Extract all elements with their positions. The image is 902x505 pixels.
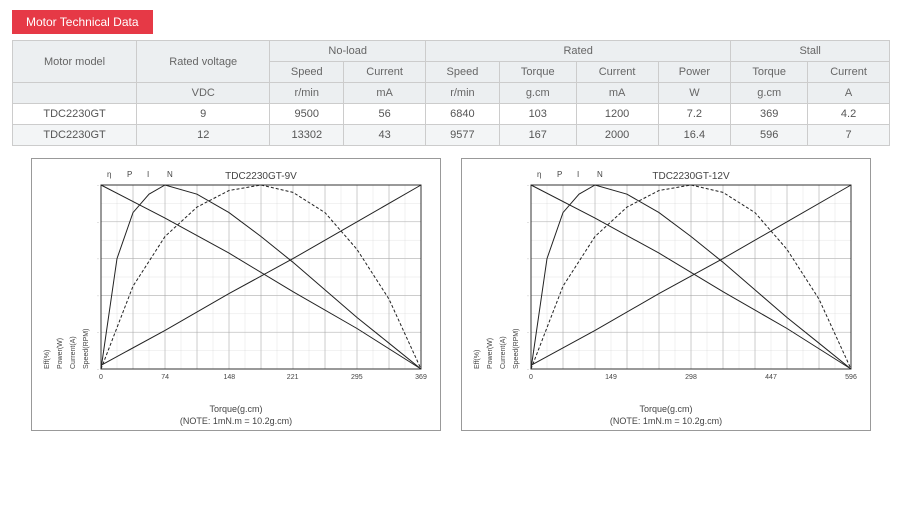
chart-note: (NOTE: 1mN.m = 10.2g.cm) xyxy=(40,416,432,426)
unit-9: A xyxy=(808,83,890,104)
svg-text:Power(W): Power(W) xyxy=(487,338,494,369)
svg-text:·: · xyxy=(97,367,99,373)
svg-text:Current(A): Current(A) xyxy=(70,336,77,369)
svg-text:P: P xyxy=(127,170,132,179)
group-stall: Stall xyxy=(731,41,890,62)
svg-text:148: 148 xyxy=(224,374,236,381)
svg-text:0: 0 xyxy=(529,374,533,381)
table-cell: 6840 xyxy=(426,104,500,125)
svg-text:447: 447 xyxy=(765,374,777,381)
unit-8: g.cm xyxy=(731,83,808,104)
svg-text:TDC2230GT-12V: TDC2230GT-12V xyxy=(652,171,730,182)
svg-text:·: · xyxy=(97,220,99,226)
chart-svg: η P I N TDC2230GT-12V 0 149 298 447 596 Eff(%) Powe… xyxy=(470,167,862,397)
svg-text:0: 0 xyxy=(99,374,103,381)
table-cell: TDC2230GT xyxy=(13,125,137,146)
col-nl-speed: Speed xyxy=(270,62,344,83)
svg-text:·: · xyxy=(527,293,529,299)
spec-table: Motor model Rated voltage No-load Rated … xyxy=(12,40,890,146)
col-r-power: Power xyxy=(658,62,731,83)
table-cell: 7 xyxy=(808,125,890,146)
svg-text:·: · xyxy=(527,367,529,373)
svg-text:221: 221 xyxy=(287,374,299,381)
table-cell: 1200 xyxy=(576,104,658,125)
col-r-torque: Torque xyxy=(499,62,576,83)
table-cell: 369 xyxy=(731,104,808,125)
svg-text:Current(A): Current(A) xyxy=(500,336,507,369)
svg-text:·: · xyxy=(527,330,529,336)
unit-4: r/min xyxy=(426,83,500,104)
svg-text:N: N xyxy=(597,170,603,179)
svg-text:I: I xyxy=(147,170,149,179)
svg-text:596: 596 xyxy=(845,374,857,381)
group-noload: No-load xyxy=(270,41,426,62)
col-model: Motor model xyxy=(13,41,137,83)
table-cell: 596 xyxy=(731,125,808,146)
svg-text:I: I xyxy=(577,170,579,179)
unit-0 xyxy=(13,83,137,104)
col-r-current: Current xyxy=(576,62,658,83)
table-cell: 4.2 xyxy=(808,104,890,125)
svg-text:·: · xyxy=(97,257,99,263)
svg-text:·: · xyxy=(527,183,529,189)
svg-text:·: · xyxy=(527,220,529,226)
col-nl-current: Current xyxy=(344,62,426,83)
svg-text:369: 369 xyxy=(415,374,427,381)
unit-5: g.cm xyxy=(499,83,576,104)
col-s-torque: Torque xyxy=(731,62,808,83)
table-cell: 9500 xyxy=(270,104,344,125)
chart-box: η P I N TDC2230GT-12V 0 149 298 447 596 Eff(%) Powe… xyxy=(461,158,871,431)
table-cell: 9577 xyxy=(426,125,500,146)
table-cell: 103 xyxy=(499,104,576,125)
svg-text:Speed(RPM): Speed(RPM) xyxy=(83,329,90,369)
unit-3: mA xyxy=(344,83,426,104)
table-cell: 9 xyxy=(137,104,270,125)
table-cell: TDC2230GT xyxy=(13,104,137,125)
svg-text:·: · xyxy=(97,330,99,336)
table-row: TDC2230GT9950056684010312007.23694.2 xyxy=(13,104,890,125)
table-cell: 2000 xyxy=(576,125,658,146)
table-cell: 7.2 xyxy=(658,104,731,125)
col-voltage: Rated voltage xyxy=(137,41,270,83)
table-cell: 16.4 xyxy=(658,125,731,146)
chart-svg: η P I N TDC2230GT-9V 0 74 148 221 295 369 Eff(%) Pow… xyxy=(40,167,432,397)
svg-text:·: · xyxy=(527,257,529,263)
unit-6: mA xyxy=(576,83,658,104)
chart-xlabel: Torque(g.cm) xyxy=(40,404,432,414)
svg-text:149: 149 xyxy=(605,374,617,381)
svg-text:η: η xyxy=(537,170,541,179)
svg-text:Eff(%): Eff(%) xyxy=(474,350,481,369)
unit-1: VDC xyxy=(137,83,270,104)
col-r-speed: Speed xyxy=(426,62,500,83)
svg-text:η: η xyxy=(107,170,111,179)
charts-container: η P I N TDC2230GT-9V 0 74 148 221 295 369 Eff(%) Pow… xyxy=(12,158,890,431)
svg-text:P: P xyxy=(557,170,562,179)
table-cell: 12 xyxy=(137,125,270,146)
table-cell: 167 xyxy=(499,125,576,146)
svg-text:Speed(RPM): Speed(RPM) xyxy=(513,329,520,369)
svg-text:298: 298 xyxy=(685,374,697,381)
col-s-current: Current xyxy=(808,62,890,83)
svg-text:295: 295 xyxy=(351,374,363,381)
table-row: TDC2230GT1213302439577167200016.45967 xyxy=(13,125,890,146)
chart-box: η P I N TDC2230GT-9V 0 74 148 221 295 369 Eff(%) Pow… xyxy=(31,158,441,431)
table-cell: 13302 xyxy=(270,125,344,146)
table-cell: 43 xyxy=(344,125,426,146)
svg-text:·: · xyxy=(97,183,99,189)
chart-note: (NOTE: 1mN.m = 10.2g.cm) xyxy=(470,416,862,426)
svg-text:Power(W): Power(W) xyxy=(57,338,64,369)
table-cell: 56 xyxy=(344,104,426,125)
svg-text:N: N xyxy=(167,170,173,179)
svg-text:·: · xyxy=(97,293,99,299)
title-badge: Motor Technical Data xyxy=(12,10,153,34)
unit-7: W xyxy=(658,83,731,104)
svg-text:Eff(%): Eff(%) xyxy=(44,350,51,369)
svg-text:TDC2230GT-9V: TDC2230GT-9V xyxy=(225,171,297,182)
unit-2: r/min xyxy=(270,83,344,104)
group-rated: Rated xyxy=(426,41,731,62)
svg-text:74: 74 xyxy=(161,374,169,381)
chart-xlabel: Torque(g.cm) xyxy=(470,404,862,414)
